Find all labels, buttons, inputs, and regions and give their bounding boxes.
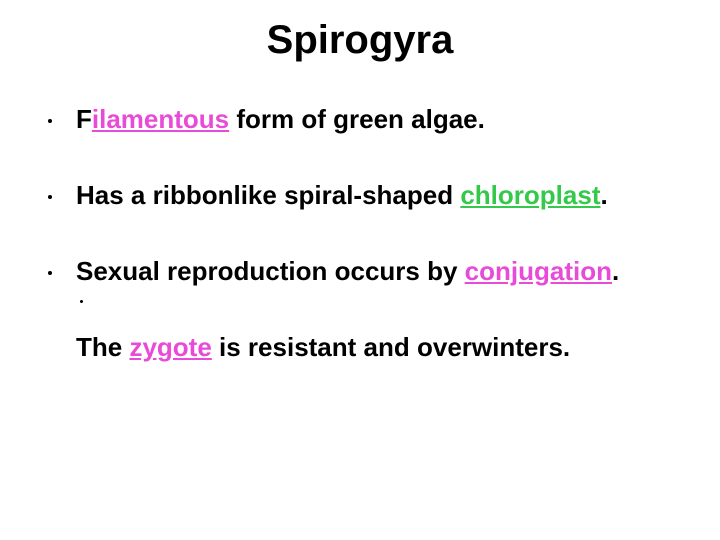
bullet-text: Sexual reproduction occurs by conjugatio… [76, 255, 619, 289]
bullet-dot-icon [48, 271, 52, 275]
text-span: form of green algae. [229, 104, 485, 134]
bullet-dot-icon [48, 195, 52, 199]
text-span: is resistant and overwinters. [212, 332, 570, 362]
keyword-link: ilamentous [92, 104, 229, 134]
keyword-link: chloroplast [460, 180, 600, 210]
text-span: . [612, 256, 619, 286]
bullet-row: Sexual reproduction occurs by conjugatio… [40, 255, 680, 289]
keyword-link: zygote [129, 332, 211, 362]
closing-text: The zygote is resistant and overwinters. [76, 331, 680, 365]
bullet-row: Has a ribbonlike spiral-shaped chloropla… [40, 179, 680, 213]
text-span: Sexual reproduction occurs by [76, 256, 465, 286]
bullet-dot-icon [48, 119, 52, 123]
text-span: . [600, 180, 607, 210]
text-span: The [76, 332, 129, 362]
bullet-row: Filamentous form of green algae. [40, 103, 680, 137]
slide-title: Spirogyra [40, 18, 680, 63]
keyword-link: conjugation [465, 256, 612, 286]
text-span: F [76, 104, 92, 134]
bullet-dot-icon [80, 300, 83, 303]
bullet-text: Filamentous form of green algae. [76, 103, 485, 137]
sub-bullet-row [40, 292, 680, 303]
text-span: Has a ribbonlike spiral-shaped [76, 180, 460, 210]
bullet-text: Has a ribbonlike spiral-shaped chloropla… [76, 179, 608, 213]
